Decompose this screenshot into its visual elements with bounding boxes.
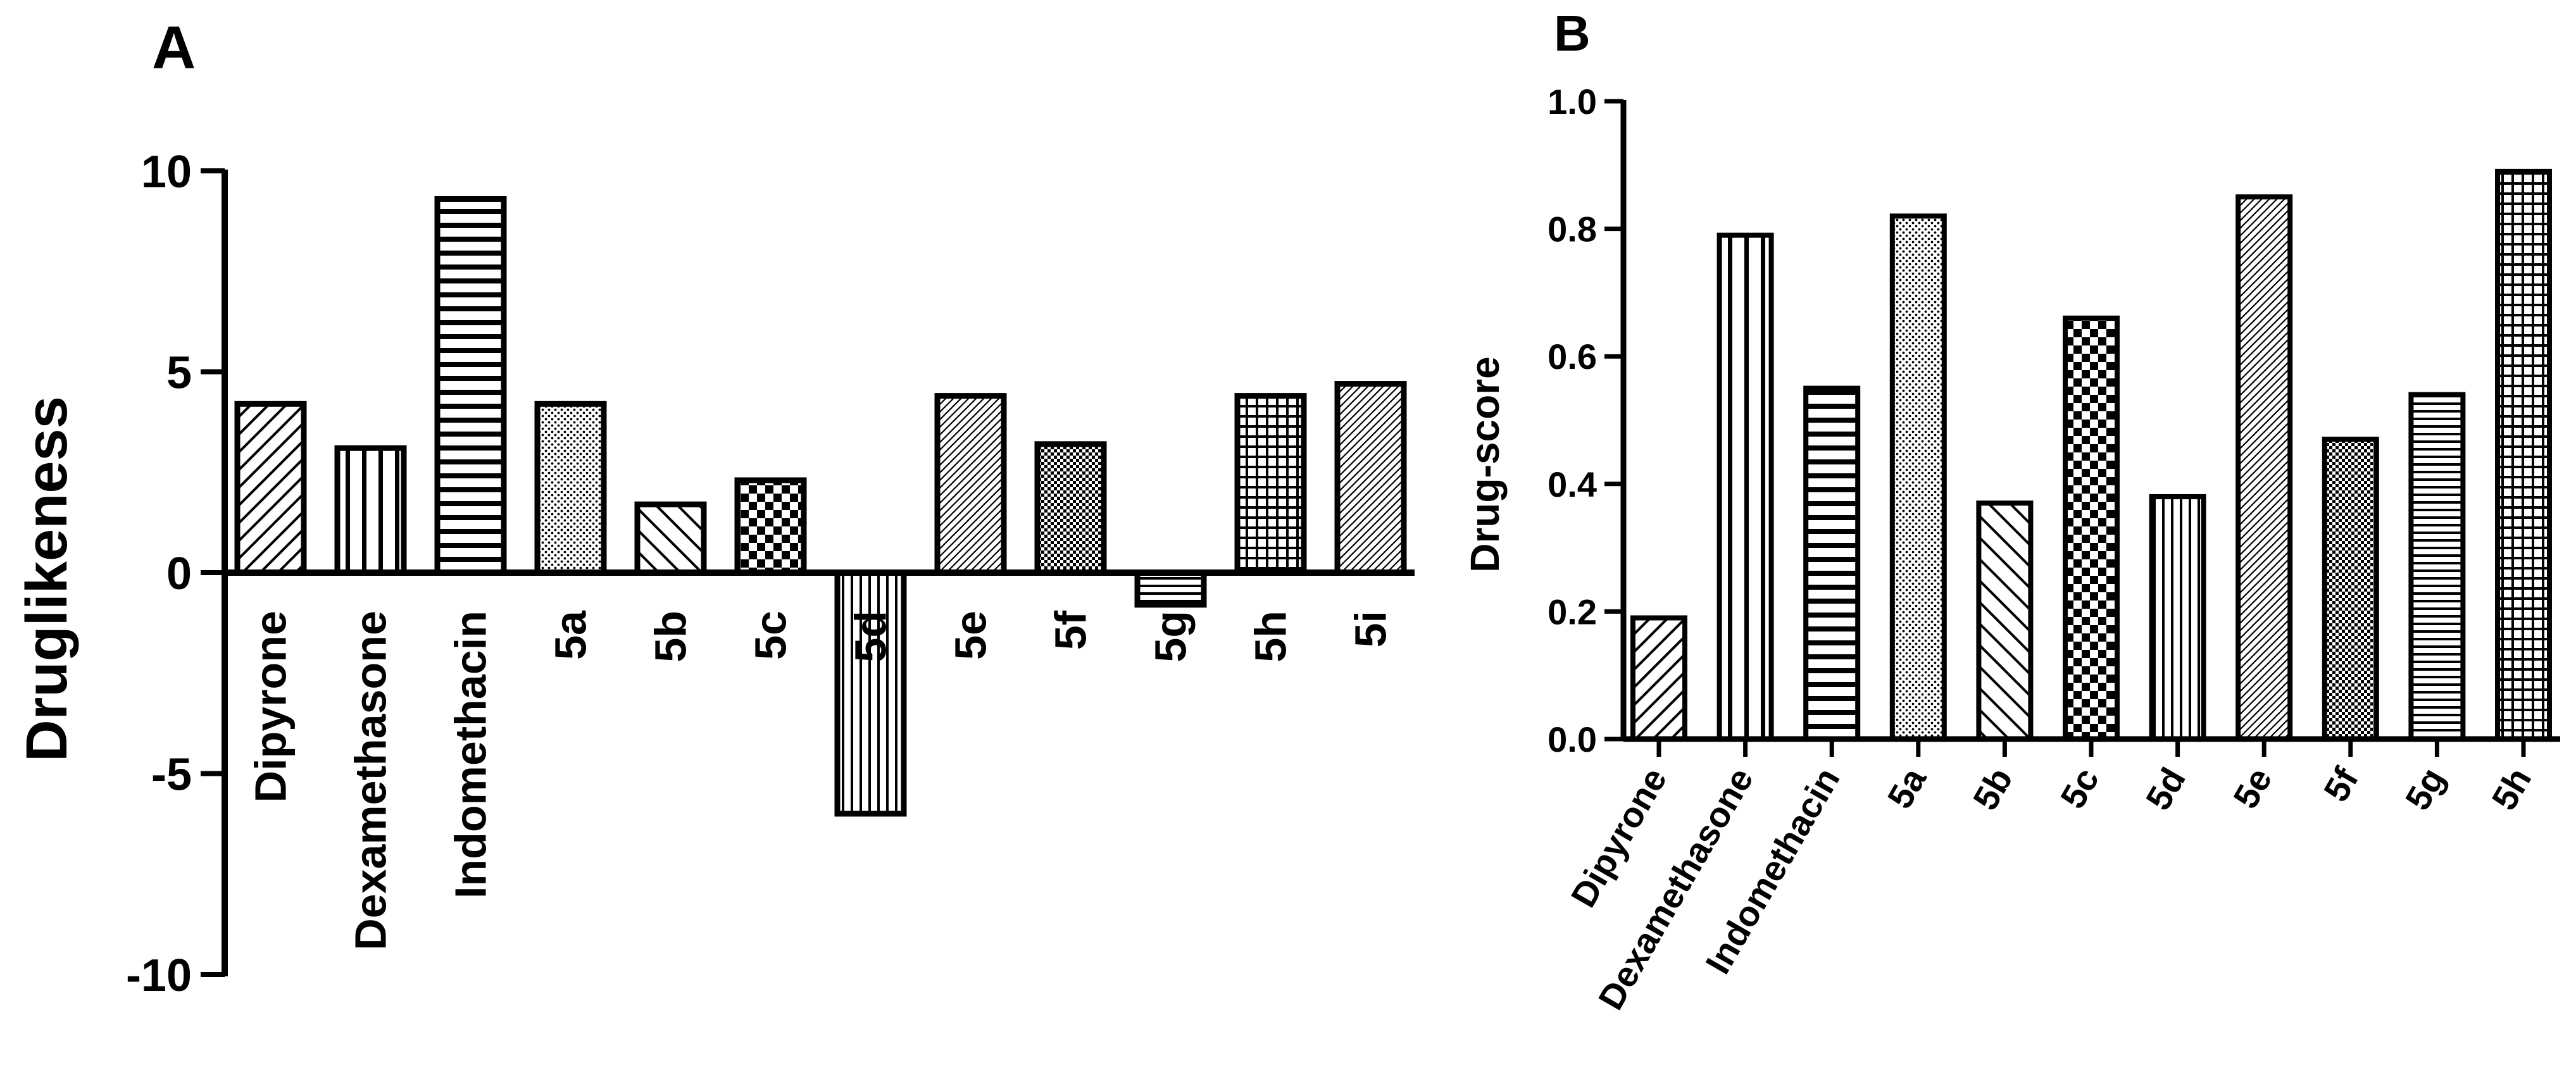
x-tick-label-dexamethasone: Dexamethasone [1591, 761, 1761, 1016]
bar-5h [1234, 393, 1307, 576]
bar-5c [734, 477, 807, 576]
y-axis-title: Drug-score [1462, 356, 1508, 572]
panel-b-drug-score-chart: B0.00.20.40.60.81.0Drug-scoreDipyroneDex… [1462, 5, 2560, 1016]
bar-5b [634, 501, 707, 576]
bar-dexamethasone [1716, 232, 1774, 742]
bar-dexamethasone [334, 445, 407, 576]
bar-5d [834, 569, 907, 817]
x-tick-label-dexamethasone: Dexamethasone [346, 611, 396, 950]
x-tick-label-5b: 5b [646, 611, 696, 663]
bar-5h [2495, 168, 2552, 742]
bar-5f [2322, 437, 2379, 742]
y-tick-label: 0 [166, 549, 192, 599]
x-tick-label-5d: 5d [2138, 761, 2193, 817]
bar-5g [2408, 392, 2466, 742]
x-tick-label-5f: 5f [2316, 761, 2367, 808]
y-tick-label: 0.0 [1547, 719, 1597, 759]
panel-label-b: B [1554, 5, 1591, 61]
x-tick-label-5c: 5c [746, 611, 796, 660]
bar-5d [2149, 494, 2206, 742]
y-tick-label: -5 [151, 750, 192, 800]
x-tick-label-5c: 5c [2053, 761, 2107, 815]
y-tick-label: 0.2 [1547, 592, 1597, 631]
x-tick-label-dipyrone: Dipyrone [246, 611, 296, 802]
x-tick-label-5h: 5h [1246, 611, 1296, 663]
x-tick-label-5d: 5d [846, 611, 896, 663]
panel-label-a: A [152, 14, 196, 82]
bar-dipyrone [234, 401, 307, 576]
x-tick-label-5e: 5e [2225, 761, 2280, 815]
y-tick-label: -10 [126, 950, 192, 1001]
x-tick-label-indomethacin: Indomethacin [446, 611, 496, 899]
x-tick-label-5a: 5a [1879, 761, 1934, 815]
y-tick-label: 1.0 [1547, 82, 1597, 121]
y-tick-label: 0.6 [1547, 337, 1597, 376]
bar-5f [1034, 441, 1107, 576]
bar-indomethacin [434, 196, 507, 576]
bar-5a [534, 401, 607, 576]
bar-5c [2063, 315, 2120, 742]
bar-5i [1334, 381, 1407, 576]
x-tick-label-5g: 5g [2398, 761, 2453, 817]
y-tick-label: 10 [141, 147, 192, 197]
y-axis-title: Druglikeness [15, 396, 79, 762]
bar-5a [1889, 213, 1947, 742]
x-tick-label-5f: 5f [1046, 610, 1096, 650]
x-tick-label-5g: 5g [1146, 611, 1196, 663]
y-tick-label: 0.8 [1547, 209, 1597, 249]
bar-5e [934, 393, 1007, 576]
x-tick-label-5i: 5i [1346, 611, 1396, 647]
bar-5g [1134, 569, 1207, 608]
y-tick-label: 5 [166, 348, 192, 399]
bar-5e [2235, 194, 2293, 742]
bar-dipyrone [1630, 615, 1687, 742]
x-tick-label-5b: 5b [1965, 761, 2020, 817]
x-tick-label-5h: 5h [2484, 761, 2539, 817]
panel-a-druglikeness-chart: A 10 5 0 -5 -10 Druglikeness Dipyrone Dexamethas… [15, 14, 1415, 1001]
y-tick-label: 0.4 [1547, 464, 1597, 504]
bar-5b [1976, 501, 2034, 742]
x-tick-label-5a: 5a [546, 610, 596, 660]
bar-indomethacin [1803, 385, 1861, 742]
x-tick-label-5e: 5e [946, 611, 996, 660]
